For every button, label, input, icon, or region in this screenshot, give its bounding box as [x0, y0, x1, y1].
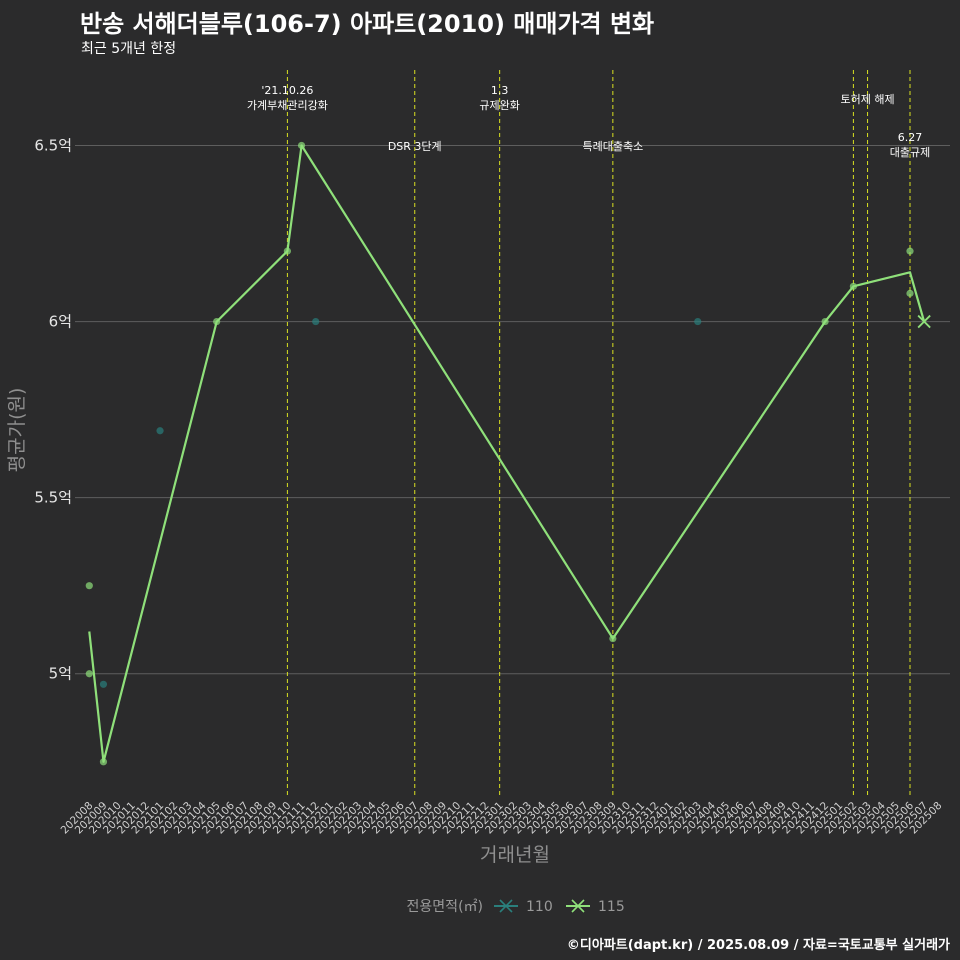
- data-point-110: [156, 427, 164, 435]
- event-label: 대출규제: [890, 146, 930, 159]
- policy-event-lines: [286, 70, 911, 797]
- last-marker-115: [917, 314, 931, 329]
- data-point-110: [99, 680, 108, 688]
- y-tick-label: 5.5억: [34, 489, 72, 507]
- y-tick-label: 5억: [49, 665, 72, 683]
- data-point-115: [99, 758, 108, 766]
- chart-subtitle: 최근 5개년 한정: [81, 41, 177, 57]
- data-point-115: [297, 141, 306, 150]
- data-point-110: [694, 317, 702, 326]
- event-label: DSR 3단계: [388, 140, 442, 153]
- event-label: '21.10.26: [261, 84, 313, 97]
- legend-key-cross-icon: [571, 899, 585, 913]
- y-tick-label: 6억: [49, 313, 72, 331]
- x-axis-title: 거래년월: [480, 844, 550, 866]
- legend-title: 전용면적(㎡): [407, 899, 483, 915]
- x-axis-ticks: 2020082020092020102020112020122021012021…: [59, 799, 945, 836]
- legend: 전용면적(㎡) 110 115: [407, 899, 625, 915]
- data-point-115: [283, 247, 291, 255]
- event-label: 가계부채관리강화: [247, 99, 328, 112]
- chart-title: 반송 서해더블루(106-7) 아파트(2010) 매매가격 변화: [80, 10, 655, 38]
- event-label: 규제완화: [479, 99, 519, 112]
- data-point-115: [213, 317, 221, 326]
- event-label: 1.3: [491, 84, 509, 97]
- series-lines: [88, 144, 926, 763]
- legend-key-cross-icon: [499, 899, 513, 913]
- y-axis-ticks: 5억 5.5억 6억 6.5억: [34, 136, 72, 682]
- data-point-115: [85, 670, 93, 678]
- legend-label: 115: [598, 899, 625, 915]
- data-point-115: [85, 582, 93, 590]
- event-label: 6.27: [898, 131, 923, 144]
- source-caption: ©디아파트(dapt.kr) / 2025.08.09 / 자료=국토교통부 실…: [566, 938, 950, 953]
- data-point-115: [821, 317, 829, 326]
- y-tick-label: 6.5억: [34, 136, 72, 154]
- series-line-115: [88, 144, 926, 763]
- legend-label: 110: [526, 899, 553, 915]
- y-axis-title: 평균가(원): [6, 388, 28, 473]
- y-gridlines: [75, 144, 950, 675]
- series-points: [85, 141, 931, 766]
- data-point-115: [849, 282, 858, 290]
- data-point-115: [906, 247, 914, 255]
- data-point-115: [609, 634, 617, 643]
- data-point-115: [906, 289, 914, 297]
- event-label: 특례대출축소: [582, 140, 643, 153]
- data-point-110: [312, 317, 320, 326]
- event-label: 토허제 해제: [840, 92, 894, 106]
